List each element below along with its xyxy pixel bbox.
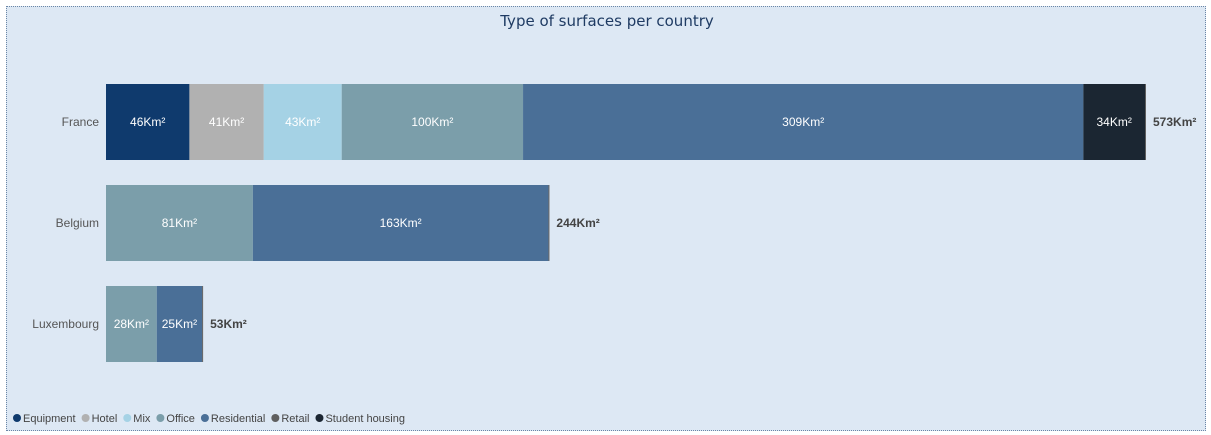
- legend-marker-mix: [123, 414, 132, 422]
- category-label-france: France: [62, 115, 100, 129]
- legend-label-mix: Mix: [133, 413, 151, 425]
- data-label-france-mix: 43Km²: [285, 115, 320, 129]
- category-label-luxembourg: Luxembourg: [32, 317, 99, 331]
- stacked-bar-chart: Type of surfaces per country France 46Km²…: [13, 12, 1196, 425]
- bar-end-france: [1145, 84, 1146, 160]
- data-label-france-office: 100Km²: [411, 115, 453, 129]
- legend-item-office[interactable]: Office: [156, 413, 195, 425]
- bar-france-mix[interactable]: [263, 84, 342, 160]
- bars-group: France 46Km² 41Km² 43Km² 100Km² 309Km² 34Km² 57…: [32, 84, 1196, 362]
- legend-label-office: Office: [166, 413, 195, 425]
- bar-belgium-office[interactable]: [106, 185, 253, 261]
- total-label-france: 573Km²: [1153, 115, 1196, 129]
- total-label-belgium: 244Km²: [556, 216, 599, 230]
- data-label-france-hotel: 41Km²: [209, 115, 244, 129]
- legend-marker-hotel: [81, 414, 90, 422]
- legend-item-retail[interactable]: Retail: [271, 413, 309, 425]
- bar-france-office[interactable]: [341, 84, 524, 160]
- legend-label-equipment: Equipment: [23, 413, 76, 425]
- legend-label-residential: Residential: [211, 413, 265, 425]
- legend-marker-office: [156, 414, 165, 422]
- legend-label-retail: Retail: [281, 413, 309, 425]
- legend-label-student-housing: Student housing: [325, 413, 405, 425]
- category-label-belgium: Belgium: [56, 216, 99, 230]
- bar-luxembourg-office[interactable]: [106, 286, 157, 362]
- legend-marker-residential: [200, 414, 209, 422]
- legend-label-hotel: Hotel: [92, 413, 118, 425]
- legend[interactable]: Equipment Hotel Mix Office Residential Retail…: [13, 413, 405, 425]
- bar-france-residential[interactable]: [523, 84, 1084, 160]
- legend-item-residential[interactable]: Residential: [200, 413, 265, 425]
- legend-item-student-housing[interactable]: Student housing: [315, 413, 405, 425]
- bar-france-hotel[interactable]: [189, 84, 264, 160]
- legend-marker-equipment: [13, 414, 21, 422]
- data-label-france-residential: 309Km²: [782, 115, 824, 129]
- bar-france-student-housing[interactable]: [1083, 84, 1145, 160]
- bar-belgium-residential[interactable]: [252, 185, 549, 261]
- total-label-luxembourg: 53Km²: [210, 317, 247, 331]
- data-label-belgium-office: 81Km²: [162, 216, 197, 230]
- chart-title: Type of surfaces per country: [499, 12, 714, 30]
- chart-frame: Type of surfaces per country France 46Km²…: [6, 6, 1206, 431]
- legend-item-equipment[interactable]: Equipment: [13, 413, 76, 425]
- bar-luxembourg-residential[interactable]: [156, 286, 203, 362]
- bar-france-equipment[interactable]: [106, 84, 190, 160]
- bar-end-belgium: [548, 185, 550, 261]
- legend-marker-student-housing: [315, 414, 324, 422]
- legend-item-mix[interactable]: Mix: [123, 413, 151, 425]
- data-label-luxembourg-office: 28Km²: [114, 317, 149, 331]
- legend-item-hotel[interactable]: Hotel: [81, 413, 118, 425]
- data-label-france-equipment: 46Km²: [130, 115, 165, 129]
- legend-marker-retail: [271, 414, 280, 422]
- bar-end-luxembourg: [202, 286, 204, 362]
- data-label-luxembourg-residential: 25Km²: [162, 317, 197, 331]
- data-label-belgium-residential: 163Km²: [380, 216, 422, 230]
- data-label-france-student-housing: 34Km²: [1097, 115, 1132, 129]
